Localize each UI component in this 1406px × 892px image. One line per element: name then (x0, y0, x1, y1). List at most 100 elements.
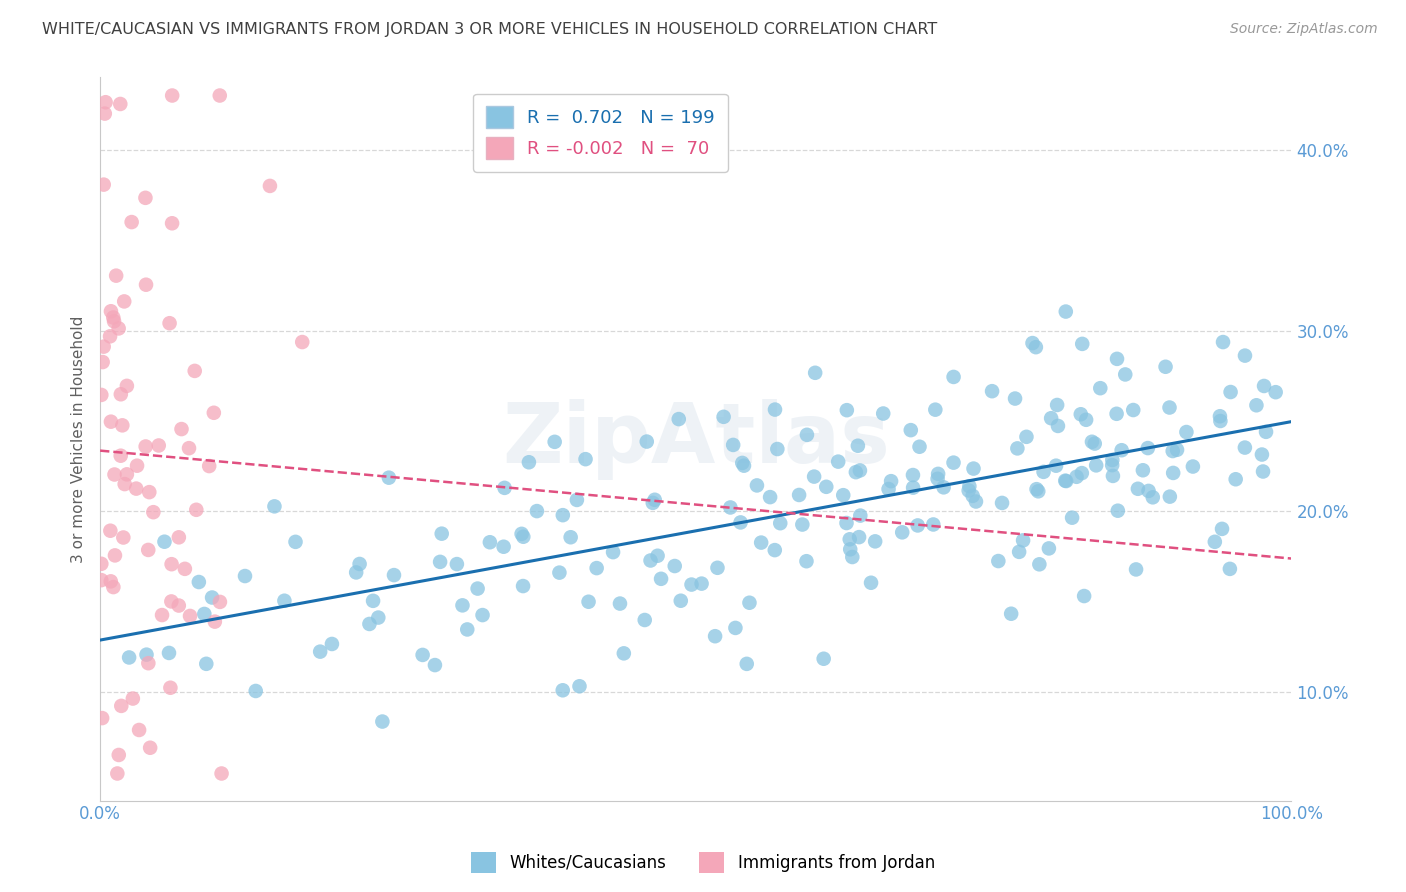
Point (681, 577, 703, 591)
Point (430, 526, 453, 541)
Point (763, 543, 786, 558)
Point (1028, 558, 1050, 572)
Point (98, 329, 121, 343)
Point (1254, 425, 1277, 439)
Point (880, 474, 903, 488)
Point (932, 480, 955, 494)
Point (118, 650, 141, 665)
Point (148, 438, 170, 452)
Point (849, 508, 872, 523)
Point (125, 458, 148, 473)
Point (510, 526, 533, 541)
Point (135, 440, 157, 454)
Point (112, 294, 135, 309)
Point (749, 535, 772, 549)
Point (103, 467, 125, 482)
Point (613, 646, 636, 660)
Point (128, 723, 150, 737)
Point (860, 575, 883, 590)
Point (90, 573, 112, 587)
Point (1101, 453, 1123, 467)
Point (927, 472, 949, 486)
Point (548, 566, 571, 580)
Point (160, 216, 183, 230)
Point (1054, 304, 1077, 318)
Point (1137, 483, 1160, 498)
Point (647, 549, 669, 563)
Point (924, 402, 946, 417)
Point (100, 574, 122, 589)
Point (987, 554, 1010, 568)
Point (183, 364, 205, 378)
Point (565, 492, 588, 507)
Point (245, 684, 267, 698)
Point (901, 468, 924, 483)
Point (560, 530, 582, 544)
Point (100, 304, 122, 318)
Point (634, 613, 657, 627)
Point (107, 747, 129, 762)
Point (211, 766, 233, 780)
Point (115, 379, 138, 393)
Point (173, 562, 195, 576)
Point (1081, 434, 1104, 449)
Point (981, 384, 1004, 399)
Point (90, 388, 112, 402)
Point (704, 629, 727, 643)
Point (544, 434, 567, 449)
Point (787, 488, 810, 502)
Point (1026, 484, 1049, 499)
Point (1070, 407, 1092, 421)
Point (160, 88, 183, 103)
Point (721, 438, 744, 452)
Point (636, 434, 658, 449)
Point (1040, 411, 1063, 425)
Point (1084, 436, 1107, 450)
Point (284, 534, 307, 549)
Point (568, 679, 591, 693)
Point (349, 557, 371, 571)
Point (291, 334, 314, 349)
Point (273, 593, 295, 607)
Point (731, 456, 754, 470)
Point (1062, 510, 1084, 524)
Point (690, 576, 713, 591)
Point (827, 455, 849, 469)
Point (121, 215, 143, 229)
Point (668, 412, 690, 426)
Point (1074, 413, 1097, 427)
Point (517, 455, 540, 469)
Point (763, 402, 786, 417)
Point (204, 615, 226, 629)
Point (1209, 409, 1232, 424)
Point (423, 658, 446, 673)
Point (1007, 442, 1029, 456)
Point (1233, 349, 1256, 363)
Point (1085, 458, 1108, 473)
Point (759, 490, 782, 504)
Point (942, 370, 965, 384)
Point (198, 458, 221, 473)
Point (1181, 459, 1204, 474)
Point (962, 461, 984, 475)
Point (1105, 407, 1128, 421)
Point (922, 517, 945, 532)
Point (471, 608, 494, 623)
Point (104, 549, 127, 563)
Point (664, 559, 686, 574)
Point (344, 566, 367, 580)
Point (259, 178, 281, 193)
Point (900, 423, 922, 437)
Point (91, 711, 114, 725)
Point (1132, 463, 1154, 477)
Legend: Whites/Caucasians, Immigrants from Jordan: Whites/Caucasians, Immigrants from Jorda… (464, 846, 942, 880)
Point (1038, 541, 1060, 556)
Y-axis label: 3 or more Vehicles in Household: 3 or more Vehicles in Household (72, 316, 86, 563)
Point (195, 657, 218, 671)
Point (100, 415, 122, 429)
Point (105, 268, 128, 283)
Point (551, 683, 574, 698)
Point (766, 442, 789, 456)
Point (90, 557, 112, 571)
Point (114, 477, 136, 491)
